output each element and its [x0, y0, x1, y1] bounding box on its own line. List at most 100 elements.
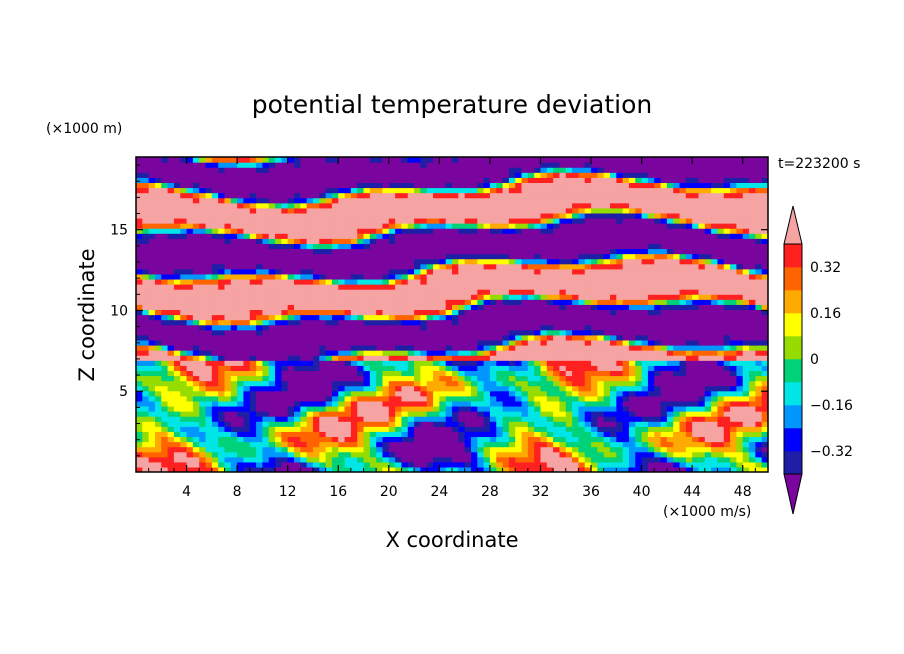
heatmap-cell	[344, 431, 352, 438]
heatmap-cell	[496, 375, 504, 382]
heatmap-cell	[578, 380, 586, 387]
heatmap-cell	[521, 339, 529, 346]
heatmap-cell	[205, 294, 213, 300]
heatmap-cell	[173, 421, 181, 427]
heatmap-cell	[685, 385, 693, 392]
heatmap-cell	[319, 294, 327, 300]
heatmap-cell	[376, 375, 384, 382]
heatmap-cell	[275, 461, 282, 468]
heatmap-cell	[167, 258, 175, 265]
heatmap-cell	[654, 319, 662, 326]
heatmap-cell	[717, 329, 725, 336]
heatmap-cell	[376, 263, 384, 270]
heatmap-cell	[704, 385, 712, 392]
heatmap-cell	[230, 395, 238, 402]
heatmap-cell	[755, 263, 763, 270]
heatmap-cell	[483, 466, 491, 472]
heatmap-cell	[275, 380, 282, 387]
heatmap-cell	[167, 380, 175, 387]
heatmap-cell	[167, 456, 175, 463]
heatmap-cell	[287, 273, 295, 280]
heatmap-cell	[388, 416, 396, 422]
heatmap-cell	[243, 375, 251, 382]
heatmap-cell	[167, 350, 175, 356]
heatmap-cell	[496, 258, 504, 265]
heatmap-cell	[736, 273, 744, 280]
heatmap-cell	[186, 405, 194, 412]
heatmap-cell	[647, 228, 655, 234]
heatmap-cell	[312, 299, 320, 305]
heatmap-cell	[704, 238, 712, 244]
heatmap-cell	[496, 390, 504, 397]
heatmap-cell	[268, 284, 276, 290]
heatmap-cell	[572, 350, 579, 356]
heatmap-cell	[622, 446, 630, 453]
heatmap-cell	[572, 395, 579, 402]
heatmap-cell	[376, 314, 384, 321]
heatmap-cell	[470, 278, 478, 285]
heatmap-cell	[420, 284, 428, 290]
heatmap-cell	[230, 273, 238, 280]
heatmap-cell	[268, 278, 276, 285]
heatmap-cell	[717, 451, 725, 458]
heatmap-cell	[483, 411, 491, 417]
heatmap-cell	[407, 228, 415, 234]
heatmap-cell	[692, 395, 700, 402]
heatmap-cell	[275, 451, 282, 458]
heatmap-cell	[622, 319, 630, 326]
heatmap-cell	[698, 461, 706, 468]
heatmap-cell	[572, 263, 579, 270]
heatmap-cell	[167, 217, 175, 224]
heatmap-cell	[584, 451, 592, 458]
heatmap-cell	[445, 344, 453, 351]
heatmap-cell	[331, 355, 339, 361]
heatmap-cell	[319, 451, 327, 458]
heatmap-cell	[584, 416, 592, 422]
heatmap-cell	[205, 228, 213, 234]
heatmap-cell	[565, 289, 573, 295]
heatmap-cell	[635, 334, 643, 341]
heatmap-cell	[616, 456, 624, 463]
heatmap-cell	[553, 451, 561, 458]
heatmap-cell	[711, 233, 719, 239]
heatmap-cell	[268, 339, 276, 346]
heatmap-cell	[268, 360, 276, 366]
heatmap-cell	[622, 441, 630, 448]
heatmap-cell	[572, 223, 579, 229]
heatmap-cell	[527, 263, 535, 270]
heatmap-cell	[268, 248, 276, 255]
heatmap-cell	[388, 223, 396, 229]
heatmap-cell	[483, 451, 491, 458]
heatmap-cell	[224, 350, 232, 356]
heatmap-cell	[546, 365, 554, 371]
heatmap-cell	[489, 233, 497, 239]
heatmap-cell	[192, 299, 200, 305]
heatmap-cell	[136, 416, 143, 422]
heatmap-cell	[597, 299, 605, 305]
heatmap-cell	[597, 451, 605, 458]
heatmap-cell	[300, 294, 308, 300]
heatmap-cell	[464, 431, 472, 438]
heatmap-cell	[610, 273, 617, 280]
heatmap-cell	[521, 380, 529, 387]
heatmap-cell	[173, 294, 181, 300]
heatmap-cell	[477, 355, 485, 361]
heatmap-cell	[382, 405, 390, 412]
heatmap-cell	[192, 217, 200, 224]
heatmap-cell	[256, 360, 263, 366]
heatmap-cell	[496, 223, 504, 229]
heatmap-cell	[319, 228, 327, 234]
heatmap-cell	[610, 278, 617, 285]
heatmap-cell	[515, 329, 523, 336]
heatmap-cell	[275, 263, 282, 270]
heatmap-cell	[483, 243, 491, 250]
heatmap-cell	[262, 278, 270, 285]
heatmap-cell	[173, 350, 181, 356]
heatmap-cell	[736, 375, 744, 382]
heatmap-cell	[692, 258, 700, 265]
heatmap-cell	[325, 339, 333, 346]
heatmap-cell	[395, 426, 403, 432]
heatmap-cell	[540, 466, 548, 472]
heatmap-cell	[325, 411, 333, 417]
heatmap-cell	[679, 228, 687, 234]
